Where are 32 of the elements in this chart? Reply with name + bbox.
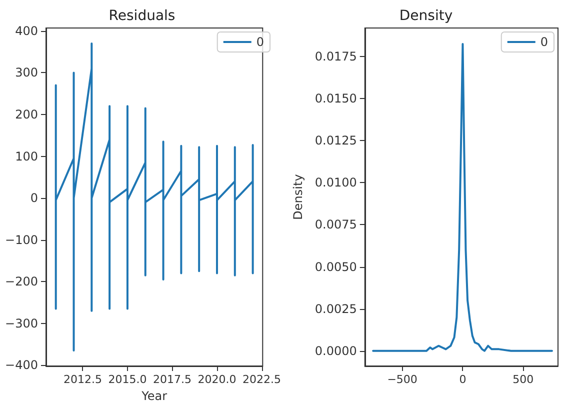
y-tick-label: 0.0050 [314, 260, 356, 274]
line-series [54, 42, 254, 352]
y-tick-label: −300 [5, 316, 38, 330]
x-tick-label: 2012.5 [63, 373, 102, 386]
y-tick-label: 400 [15, 24, 38, 38]
y-tick-label: 100 [15, 149, 38, 164]
legend-label: 0 [256, 35, 264, 49]
x-tick-label: 2017.5 [152, 373, 192, 386]
y-tick-label: −200 [5, 274, 38, 289]
y-tick-label: 0.0000 [314, 344, 356, 358]
x-axis-title: Year [140, 389, 168, 403]
y-tick-label: 0.0150 [314, 92, 356, 106]
x-tick-label: 2015.0 [108, 373, 147, 386]
chart-title: Density [398, 8, 452, 24]
y-tick-label: 200 [15, 107, 38, 122]
y-tick-label: −100 [5, 232, 38, 247]
y-tick-label: 0.0025 [314, 302, 356, 316]
x-tick-label: 500 [512, 373, 534, 386]
y-axis-title: Density [290, 174, 304, 220]
y-tick-label: 300 [15, 66, 38, 80]
x-tick-label: 2020.0 [198, 373, 236, 386]
y-tick-label: −400 [5, 358, 38, 372]
x-tick-label: −500 [386, 373, 417, 386]
y-tick-label: 0.0125 [314, 134, 356, 148]
y-tick-label: 0.0075 [314, 218, 356, 232]
x-tick-label: 0 [458, 373, 466, 386]
chart-title: Residuals [108, 8, 176, 24]
x-tick-label: 2022.5 [242, 373, 282, 386]
y-tick-label: 0.0175 [314, 50, 356, 64]
y-tick-label: 0.0100 [314, 176, 356, 190]
y-tick-label: 0 [30, 191, 38, 206]
legend-label: 0 [540, 35, 548, 49]
